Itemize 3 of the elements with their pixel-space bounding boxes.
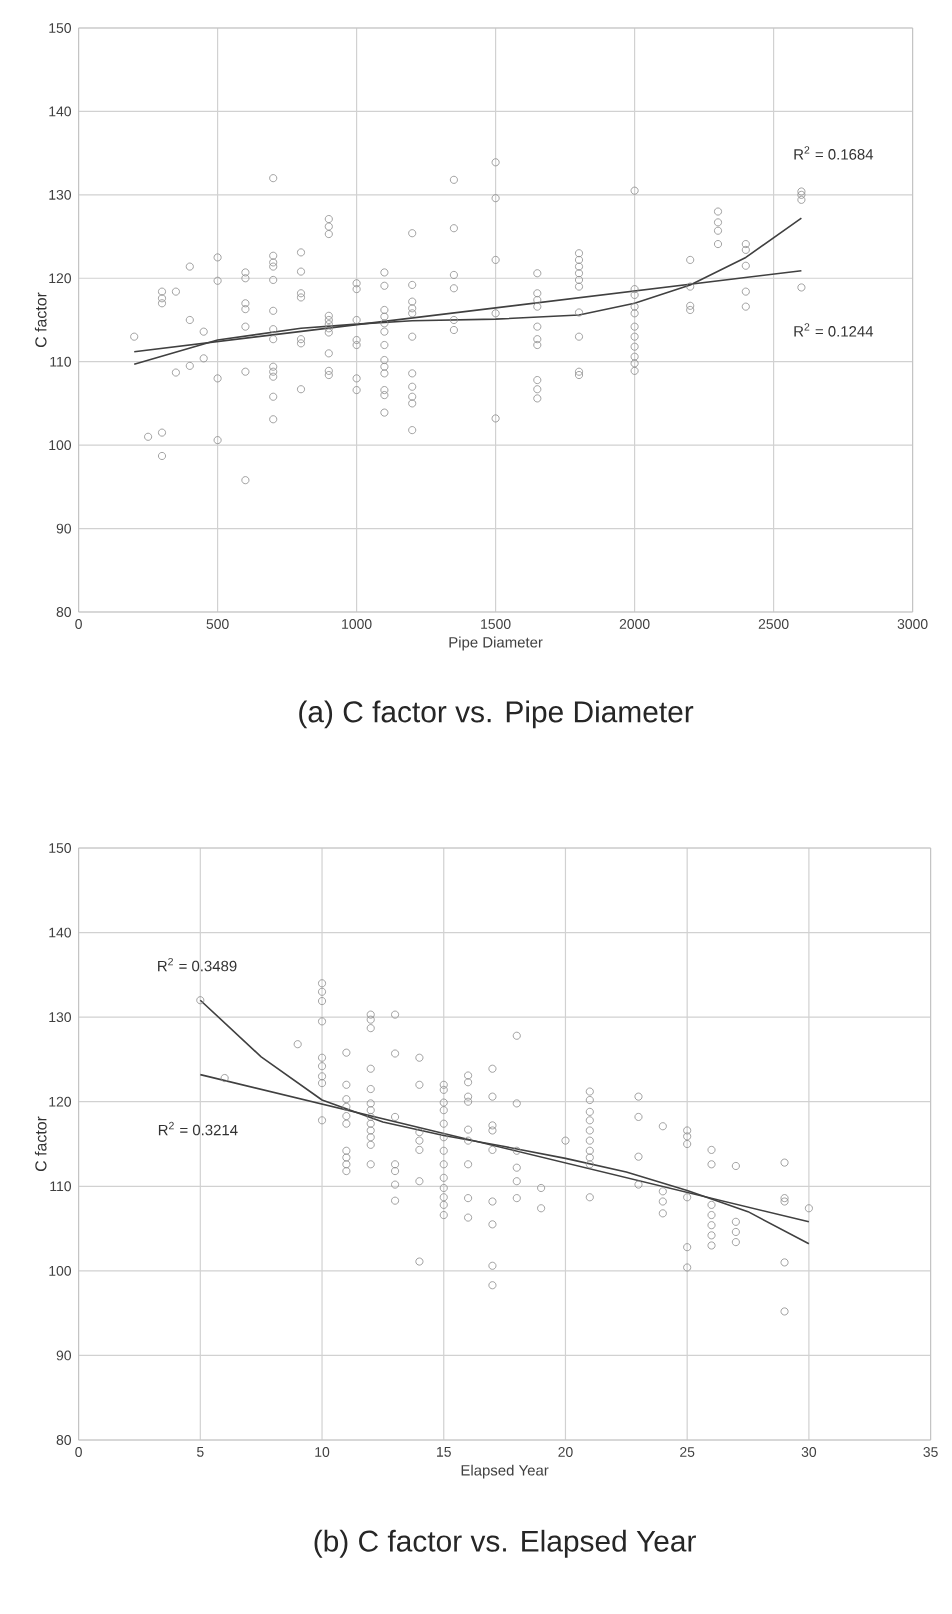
text: (b) C factor vs. Elapsed Year [314, 1529, 696, 1558]
line-series [133, 217, 803, 365]
text: (a) C factor vs. Pipe Diameter [299, 700, 694, 729]
